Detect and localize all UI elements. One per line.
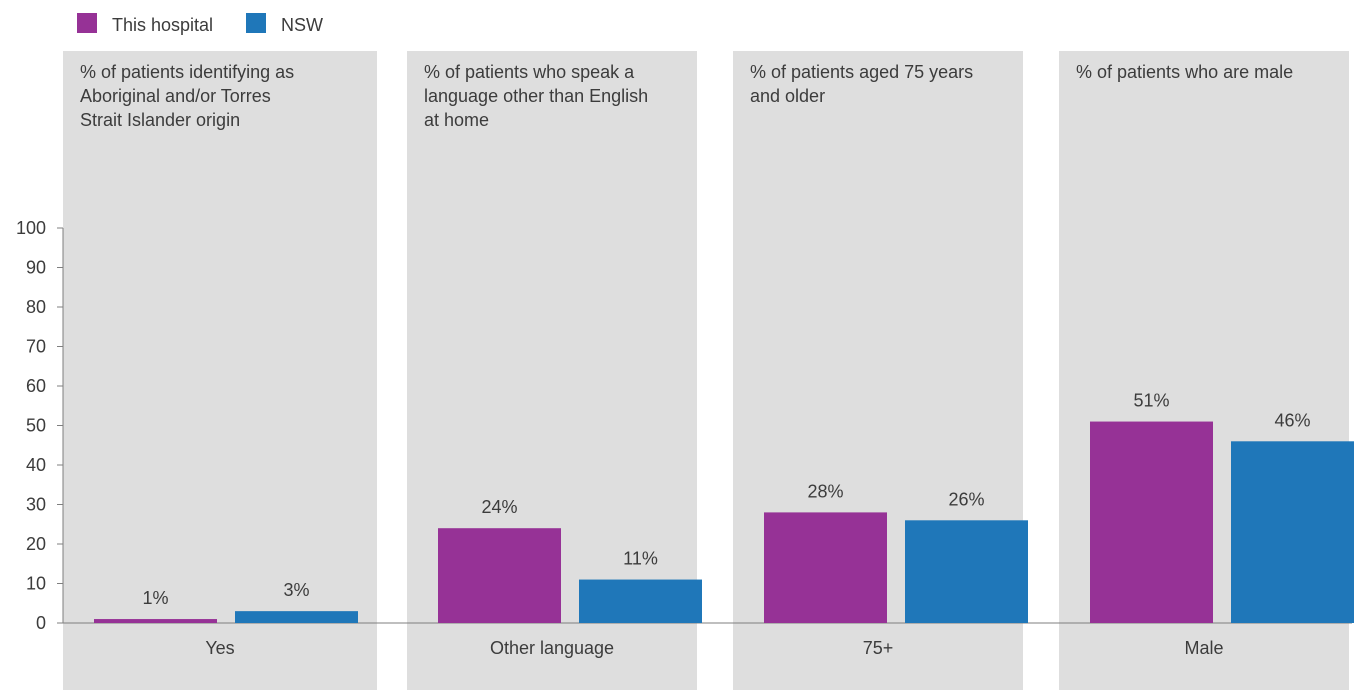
- data-label-2-1: 26%: [948, 489, 984, 509]
- category-label-3: Male: [1184, 638, 1223, 658]
- y-tick-label-0: 0: [36, 613, 46, 633]
- y-tick-label-2: 20: [26, 534, 46, 554]
- data-label-3-0: 51%: [1133, 391, 1169, 411]
- bar-2-0: [764, 512, 887, 623]
- bar-0-0: [94, 619, 217, 623]
- legend-label-0: This hospital: [112, 15, 213, 35]
- bar-0-1: [235, 611, 358, 623]
- y-tick-label-7: 70: [26, 337, 46, 357]
- panel-title-1-line-1: language other than English: [424, 86, 648, 106]
- panel-title-2-line-0: % of patients aged 75 years: [750, 62, 973, 82]
- bar-1-1: [579, 579, 702, 623]
- legend-label-1: NSW: [281, 15, 323, 35]
- bar-1-0: [438, 528, 561, 623]
- panel-title-1-line-2: at home: [424, 110, 489, 130]
- bar-3-0: [1090, 421, 1213, 623]
- category-label-1: Other language: [490, 638, 614, 658]
- y-tick-label-6: 60: [26, 376, 46, 396]
- y-tick-label-8: 80: [26, 297, 46, 317]
- legend-swatch-1: [246, 13, 266, 33]
- y-tick-label-3: 30: [26, 495, 46, 515]
- panel-bg-0: [63, 51, 377, 690]
- panel-title-3-line-0: % of patients who are male: [1076, 62, 1293, 82]
- panel-title-0-line-0: % of patients identifying as: [80, 62, 294, 82]
- panel-title-2-line-1: and older: [750, 86, 825, 106]
- data-label-1-1: 11%: [623, 549, 658, 569]
- panel-title-0-line-2: Strait Islander origin: [80, 110, 240, 130]
- panel-title-0-line-1: Aboriginal and/or Torres: [80, 86, 271, 106]
- legend-swatch-0: [77, 13, 97, 33]
- y-tick-label-10: 100: [16, 218, 46, 238]
- y-tick-label-1: 10: [26, 574, 46, 594]
- data-label-1-0: 24%: [481, 497, 517, 517]
- category-label-2: 75+: [863, 638, 894, 658]
- data-label-3-1: 46%: [1274, 410, 1310, 430]
- data-label-2-0: 28%: [807, 481, 843, 501]
- panel-title-1-line-0: % of patients who speak a: [424, 62, 635, 82]
- data-label-0-1: 3%: [283, 580, 309, 600]
- y-tick-label-4: 40: [26, 455, 46, 475]
- y-tick-label-9: 90: [26, 258, 46, 278]
- bar-3-1: [1231, 441, 1354, 623]
- category-label-0: Yes: [205, 638, 234, 658]
- data-label-0-0: 1%: [142, 588, 168, 608]
- y-tick-label-5: 50: [26, 416, 46, 436]
- bar-2-1: [905, 520, 1028, 623]
